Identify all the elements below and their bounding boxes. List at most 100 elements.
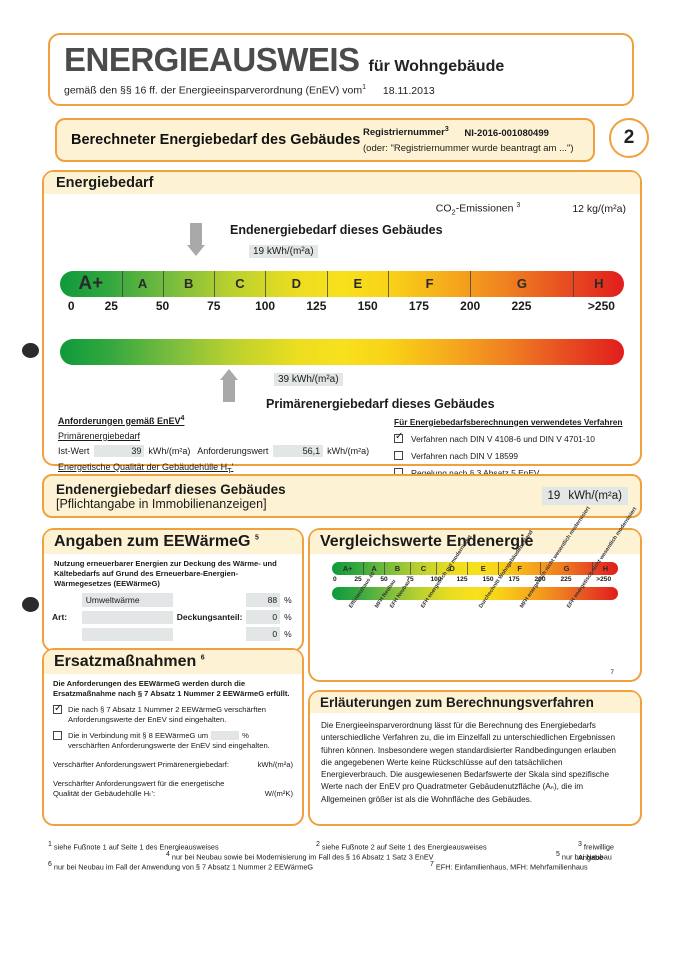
comparison-tick: 125 [456, 576, 468, 583]
co2-emissions-value: 12 kg/(m²a) [572, 202, 626, 215]
ersatz-value-row-1: Verschärfter Anforderungswert Primärener… [53, 760, 293, 770]
eewarmeg-art-label: Art: [52, 612, 68, 623]
scale-tick: 50 [155, 298, 170, 313]
footnote-2: 2 siehe Fußnote 2 auf Seite 1 des Energi… [316, 841, 487, 852]
ersatz-value-1-label: Verschärfter Anforderungswert Primärener… [53, 760, 230, 770]
scale-band-aplus: A+ [78, 272, 104, 294]
primary-energy-arrow-up-icon [220, 368, 238, 402]
end-energy-banner-value-field: 19 kWh/(m²a) [541, 487, 628, 505]
ersatz-value-2-unit: W/(m²K) [264, 789, 293, 799]
method-option-2-checkbox[interactable] [394, 450, 403, 460]
ersatz-option-2-checkbox[interactable] [53, 731, 62, 741]
scale-bar-top: A+ A B C D E F G H [60, 270, 624, 297]
eewarmeg-coverage-value[interactable]: 88 [246, 593, 281, 608]
comparison-scale-bar-top: A+ A B C D E F G H [332, 562, 618, 575]
scale-band-b: B [162, 270, 214, 297]
scale-band-d: D [265, 270, 327, 297]
scale-ticks: 0 25 50 75 100 125 150 175 200 225 >250 [60, 297, 624, 317]
comparison-tick: 150 [482, 576, 494, 583]
primary-anf-unit: kWh/(m²a) [327, 445, 370, 456]
eewarmeg-rows: Umweltwärme 88% Art: Deckungsanteil: 0% 0% [44, 589, 302, 642]
primary-marker-block: 39 kWh/(m²a) Primärenergiebedarf dieses … [44, 367, 640, 411]
method-option-1-label: Verfahren nach DIN V 4108-6 und DIN V 47… [411, 433, 595, 444]
legal-date: 18.11.2013 [382, 84, 435, 97]
primary-energy-value: 39 kWh/(m²a) [274, 372, 343, 386]
eewarmeg-coverage-value[interactable]: 0 [246, 610, 281, 625]
registration-bar: Berechneter Energiebedarf des Gebäudes R… [55, 118, 595, 162]
scale-band-c: C [213, 270, 265, 297]
comparison-tick: 75 [406, 576, 414, 583]
eewarmeg-panel: Angaben zum EEWärmeG 5 Nutzung erneuerba… [42, 528, 304, 652]
footnote-6: 6 nur bei Neubau im Fall der Anwendung v… [48, 861, 314, 872]
energy-scale: A+ A B C D E F G H 0 25 50 75 100 125 150 175 200 225 >250 [60, 270, 624, 365]
legal-footnote-marker: 1 [362, 84, 366, 91]
punch-hole-mark-top [22, 343, 39, 358]
ersatz-option-2-label: Die in Verbindung mit § 8 EEWärmeG um% ve… [68, 731, 270, 751]
co2-emissions-label: CO2-Emissionen 3 [435, 202, 521, 217]
method-option-1[interactable]: Verfahren nach DIN V 4108-6 und DIN V 47… [394, 431, 626, 444]
ersatz-option-1-label: Die nach § 7 Absatz 1 Nummer 2 EEWärmeG … [68, 705, 266, 725]
hull-quality-subheading: Energetische Qualität der Gebäudehülle H… [58, 461, 234, 475]
registration-number-value: NI-2016-001080499 [464, 127, 549, 139]
comparison-scale: A+ A B C D E F G H 0 25 50 75 100 125 150 175 200 225 >250 [332, 562, 618, 600]
comparison-band-e: E [467, 562, 498, 575]
primary-ist-value: 39 [94, 444, 145, 457]
ersatz-intro: Die Anforderungen des EEWärmeG werden du… [53, 679, 290, 699]
comparison-band-a: A [363, 562, 384, 575]
comparison-tick: 25 [354, 576, 362, 583]
explanations-body: Die Energieeinsparverordnung lässt für d… [321, 721, 616, 804]
energy-demand-panel: Energiebedarf CO2-Emissionen 3 12 kg/(m²… [42, 170, 642, 506]
scale-band-e: E [326, 270, 389, 297]
primary-energy-label: Primärenergiebedarf dieses Gebäudes [266, 396, 495, 411]
comparison-values-panel: Vergleichswerte Endenergie A+ A B C D E F G H 0 2… [308, 506, 642, 682]
scale-tick: 100 [255, 298, 276, 313]
punch-hole-mark-bottom [22, 597, 39, 612]
footnote-3: 3 freiwillige Angabe [578, 841, 614, 862]
footnote-4: 4 nur bei Neubau sowie bei Modernisierun… [166, 851, 434, 862]
ersatz-option-2[interactable]: Die in Verbindung mit § 8 EEWärmeG um% ve… [53, 731, 293, 751]
eewarmeg-description: Nutzung erneuerbarer Energien zur Deckun… [54, 559, 277, 589]
scale-tick: >250 [587, 298, 615, 313]
comparison-band-f: F [498, 562, 540, 575]
eewarmeg-row: 0% [52, 627, 294, 642]
comparison-reference-labels: Effizienzhaus 40 MFH Neubau EFH Neubau EFH … [332, 506, 639, 664]
scale-tick: 75 [207, 298, 221, 313]
comparison-tick: 225 [560, 576, 572, 583]
eewarmeg-source-name[interactable] [81, 610, 173, 624]
footnote-1: 1 siehe Fußnote 1 auf Seite 1 des Energi… [48, 841, 219, 852]
ersatz-title: Ersatzmaßnahmen 6 [44, 650, 302, 674]
explanations-title: Erläuterungen zum Berechnungsverfahren [310, 692, 640, 713]
ersatz-value-1-unit: kWh/(m²a) [257, 760, 293, 770]
eewarmeg-percent-sign: % [284, 595, 292, 606]
comparison-tick: 200 [534, 576, 546, 583]
method-option-2[interactable]: Verfahren nach DIN V 18599 [394, 450, 626, 461]
eewarmeg-source-name[interactable]: Umweltwärme [81, 593, 173, 608]
comparison-band-g: G [540, 562, 592, 575]
end-energy-banner-value: 19 [547, 490, 561, 502]
comparison-band-b: B [384, 562, 410, 575]
scale-tick: 200 [460, 298, 481, 313]
primary-anf-value: 56,1 [272, 444, 324, 457]
end-energy-banner-unit: kWh/(m²a) [568, 490, 622, 502]
comparison-band-h: H [592, 562, 618, 575]
eewarmeg-source-name[interactable] [81, 627, 173, 641]
scale-band-a: A [121, 270, 163, 297]
page-subtitle: für Wohngebäude [368, 58, 505, 75]
page-title: ENERGIEAUSWEIS [64, 41, 360, 78]
co2-emissions-row: CO2-Emissionen 3 12 kg/(m²a) [44, 194, 640, 217]
ersatz-option-1-checkbox[interactable] [53, 702, 62, 715]
scale-tick: 175 [408, 298, 429, 313]
method-option-2-label: Verfahren nach DIN V 18599 [411, 450, 519, 461]
registration-footnote-marker: 3 [444, 126, 449, 134]
registration-note: (oder: "Registriernummer wurde beantragt… [363, 142, 574, 154]
ersatz-value-2-label: Verschärfter Anforderungswert für die en… [53, 779, 225, 799]
method-option-1-checkbox[interactable] [394, 431, 403, 443]
ersatz-option-1[interactable]: Die nach § 7 Absatz 1 Nummer 2 EEWärmeG … [53, 702, 293, 725]
eewarmeg-percent-sign: % [284, 612, 292, 623]
scale-band-h: H [572, 270, 624, 297]
eewarmeg-coverage-value[interactable]: 0 [246, 627, 281, 642]
scale-tick: 125 [306, 298, 327, 313]
explanations-panel: Erläuterungen zum Berechnungsverfahren D… [308, 690, 642, 826]
footnote-row: 1 siehe Fußnote 1 auf Seite 1 des Energi… [48, 840, 638, 862]
